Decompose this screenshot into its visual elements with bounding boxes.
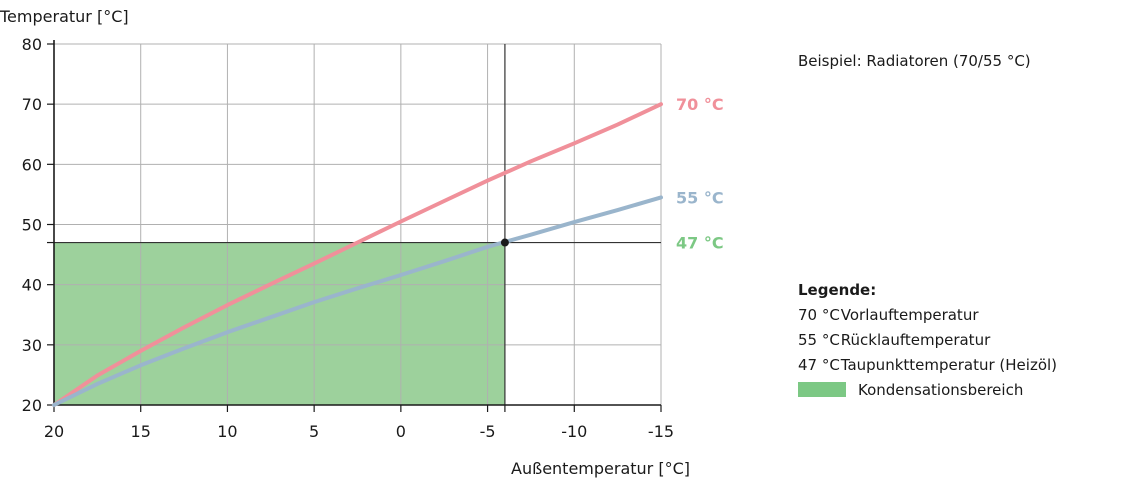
legend-item-ruecklauf: 55 °C Rücklauftemperatur bbox=[798, 328, 990, 352]
x-tick-label: -5 bbox=[480, 422, 496, 441]
legend-text: Vorlauftemperatur bbox=[840, 306, 979, 324]
end-label-ruecklauf: 55 °C bbox=[676, 188, 724, 207]
y-tick-label: 40 bbox=[22, 276, 42, 295]
intersection-marker bbox=[500, 238, 509, 247]
x-tick-label: 5 bbox=[309, 422, 319, 441]
x-tick-label: 15 bbox=[131, 422, 151, 441]
end-label-dewpoint: 47 °C bbox=[676, 234, 724, 253]
end-label-vorlauf: 70 °C bbox=[676, 95, 724, 114]
legend-text: Taupunkttemperatur (Heizöl) bbox=[840, 356, 1058, 374]
legend-text: Rücklauftemperatur bbox=[840, 331, 991, 349]
x-axis-title: Außentemperatur [°C] bbox=[511, 459, 690, 478]
legend-swatch bbox=[798, 382, 846, 397]
legend-value: 47 °C bbox=[798, 356, 840, 374]
legend-title: Legende: bbox=[798, 281, 877, 299]
y-tick-label: 70 bbox=[22, 95, 42, 114]
y-tick-label: 60 bbox=[22, 155, 42, 174]
legend-text: Kondensationsbereich bbox=[858, 381, 1024, 399]
legend-item-kondensation: Kondensationsbereich bbox=[798, 378, 1023, 402]
legend-value: 70 °C bbox=[798, 306, 840, 324]
example-caption: Beispiel: Radiatoren (70/55 °C) bbox=[798, 52, 1031, 70]
y-tick-label: 50 bbox=[22, 216, 42, 235]
x-tick-label: 20 bbox=[44, 422, 64, 441]
x-tick-label: -15 bbox=[648, 422, 674, 441]
y-axis-title: Temperatur [°C] bbox=[0, 7, 129, 26]
legend-item-vorlauf: 70 °C Vorlauftemperatur bbox=[798, 303, 979, 327]
series-line-ruecklauf bbox=[52, 195, 663, 407]
y-tick-label: 30 bbox=[22, 336, 42, 355]
legend-value: 55 °C bbox=[798, 331, 840, 349]
x-tick-label: 10 bbox=[217, 422, 237, 441]
y-tick-label: 20 bbox=[22, 396, 42, 415]
legend-item-taupunkt: 47 °C Taupunkttemperatur (Heizöl) bbox=[798, 353, 1057, 377]
y-tick-label: 80 bbox=[22, 35, 42, 54]
x-tick-label: -10 bbox=[561, 422, 587, 441]
x-tick-label: 0 bbox=[396, 422, 406, 441]
condensation-area bbox=[54, 242, 505, 405]
series-line-vorlauf bbox=[52, 102, 663, 407]
